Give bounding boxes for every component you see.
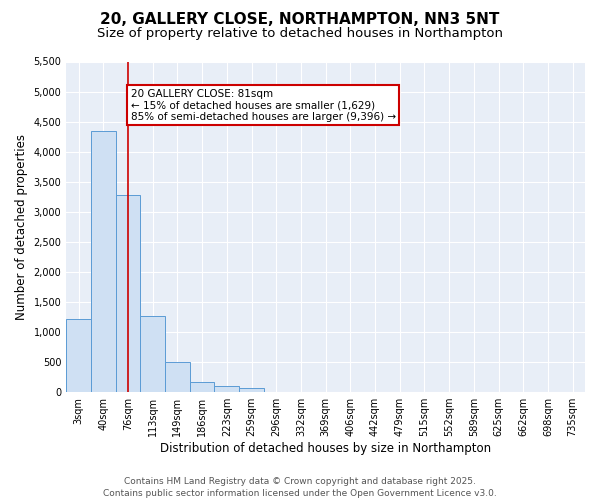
Bar xyxy=(190,382,214,392)
Bar xyxy=(165,362,190,392)
Bar xyxy=(66,319,91,392)
Bar xyxy=(239,388,264,392)
X-axis label: Distribution of detached houses by size in Northampton: Distribution of detached houses by size … xyxy=(160,442,491,455)
Text: Size of property relative to detached houses in Northampton: Size of property relative to detached ho… xyxy=(97,28,503,40)
Bar xyxy=(140,316,165,392)
Text: Contains HM Land Registry data © Crown copyright and database right 2025.
Contai: Contains HM Land Registry data © Crown c… xyxy=(103,476,497,498)
Y-axis label: Number of detached properties: Number of detached properties xyxy=(15,134,28,320)
Bar xyxy=(214,386,239,392)
Bar xyxy=(91,130,116,392)
Text: 20, GALLERY CLOSE, NORTHAMPTON, NN3 5NT: 20, GALLERY CLOSE, NORTHAMPTON, NN3 5NT xyxy=(100,12,500,28)
Text: 20 GALLERY CLOSE: 81sqm
← 15% of detached houses are smaller (1,629)
85% of semi: 20 GALLERY CLOSE: 81sqm ← 15% of detache… xyxy=(131,88,395,122)
Bar xyxy=(116,195,140,392)
